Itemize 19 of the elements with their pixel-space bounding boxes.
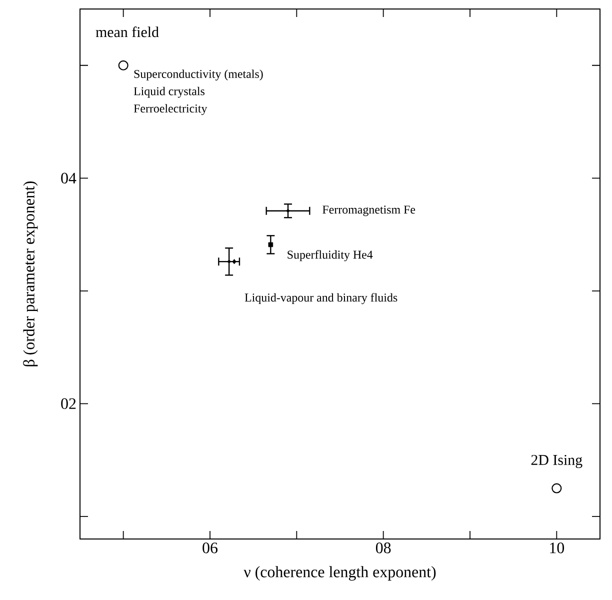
annotation: Liquid crystals bbox=[134, 86, 204, 98]
annotation: Liquid-vapour and binary fluids bbox=[244, 293, 398, 304]
x-axis-title: ν (coherence length exponent) bbox=[244, 566, 436, 581]
point bbox=[232, 259, 236, 264]
annotation: mean field bbox=[96, 26, 159, 38]
y-tick-label: 04 bbox=[61, 172, 76, 184]
y-tick-label: 02 bbox=[61, 398, 76, 410]
annotation: Ferromagnetism Fe bbox=[322, 206, 416, 216]
x-tick-label: 06 bbox=[202, 542, 218, 554]
x-tick-label: 08 bbox=[376, 542, 391, 554]
x-tick-label: 10 bbox=[550, 542, 564, 554]
point bbox=[118, 60, 128, 70]
annotation: 2D Ising bbox=[531, 454, 582, 468]
point bbox=[268, 242, 274, 248]
y-axis-title: β (order parameter exponent) bbox=[23, 181, 38, 366]
annotation: Superfluidity He4 bbox=[288, 250, 373, 262]
annotation: Ferroelectricity bbox=[134, 104, 208, 115]
annotation: Superconductivity (metals) bbox=[134, 70, 263, 80]
point bbox=[552, 483, 562, 494]
